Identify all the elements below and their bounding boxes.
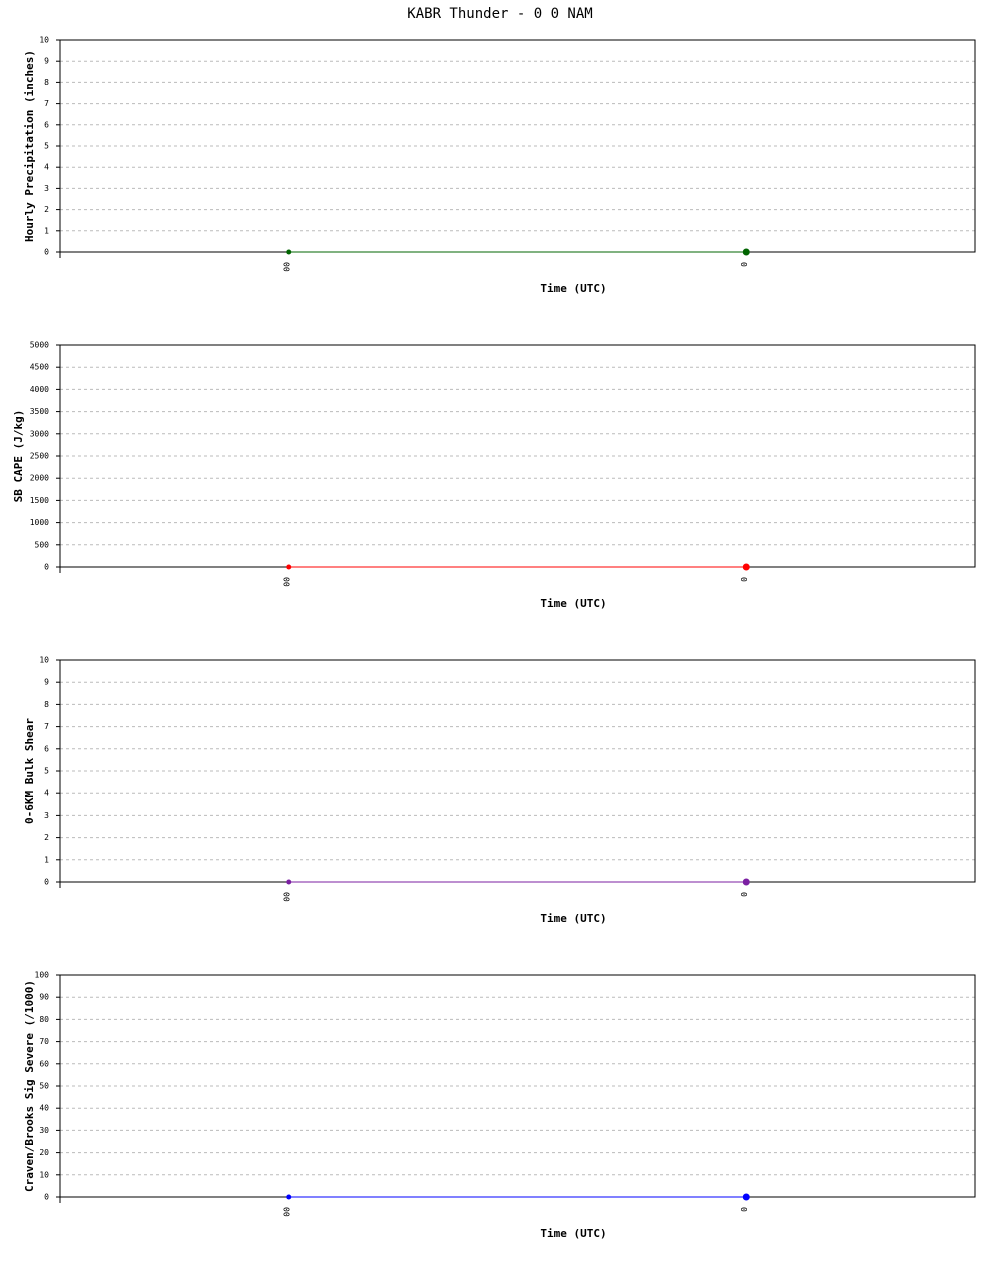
y-tick-label: 4500 xyxy=(30,363,49,372)
y-axis-label: 0-6KM Bulk Shear xyxy=(23,718,36,824)
y-tick-label: 4 xyxy=(44,163,49,172)
y-tick-label: 4000 xyxy=(30,385,49,394)
y-tick-label: 100 xyxy=(35,971,50,980)
y-tick-label: 2500 xyxy=(30,452,49,461)
y-tick-label: 9 xyxy=(44,678,49,687)
y-tick-label: 6 xyxy=(44,744,49,753)
y-tick-label: 70 xyxy=(39,1037,49,1046)
data-point xyxy=(286,564,292,570)
x-axis-label: Time (UTC) xyxy=(540,912,606,925)
y-tick-label: 3 xyxy=(44,811,49,820)
y-tick-label: 5000 xyxy=(30,341,49,350)
y-tick-label: 8 xyxy=(44,78,49,87)
x-axis-label: Time (UTC) xyxy=(540,597,606,610)
chart-title: KABR Thunder - 0 0 NAM xyxy=(407,6,592,22)
y-tick-label: 20 xyxy=(39,1148,49,1157)
y-tick-label: 1500 xyxy=(30,496,49,505)
y-tick-label: 10 xyxy=(39,1170,49,1179)
y-axis-label: Craven/Brooks Sig Severe (/1000) xyxy=(23,980,36,1192)
y-tick-label: 2 xyxy=(44,833,49,842)
x-tick-label: 00 xyxy=(281,577,290,587)
y-tick-label: 40 xyxy=(39,1104,49,1113)
y-tick-label: 500 xyxy=(35,540,50,549)
x-axis-label: Time (UTC) xyxy=(540,282,606,295)
y-tick-label: 7 xyxy=(44,722,49,731)
y-tick-label: 1000 xyxy=(30,518,49,527)
data-point xyxy=(742,878,750,886)
x-tick-label: 00 xyxy=(281,892,290,902)
data-point xyxy=(742,1193,750,1201)
y-tick-label: 2000 xyxy=(30,474,49,483)
y-tick-label: 4 xyxy=(44,789,49,798)
x-tick-label: 0 xyxy=(739,892,748,897)
y-tick-label: 0 xyxy=(44,563,49,572)
x-axis-label: Time (UTC) xyxy=(540,1227,606,1240)
x-tick-label: 00 xyxy=(281,1207,290,1217)
y-tick-label: 7 xyxy=(44,99,49,108)
y-tick-label: 10 xyxy=(39,656,49,665)
data-point xyxy=(286,879,292,885)
y-tick-label: 3 xyxy=(44,184,49,193)
data-point xyxy=(286,249,292,255)
y-tick-label: 50 xyxy=(39,1082,49,1091)
y-tick-label: 60 xyxy=(39,1059,49,1068)
y-tick-label: 30 xyxy=(39,1126,49,1135)
y-tick-label: 2 xyxy=(44,205,49,214)
y-axis-label: Hourly Precipitation (inches) xyxy=(23,50,36,242)
x-tick-label: 00 xyxy=(281,262,290,272)
y-tick-label: 1 xyxy=(44,226,49,235)
y-tick-label: 6 xyxy=(44,120,49,129)
y-tick-label: 5 xyxy=(44,767,49,776)
data-point xyxy=(286,1194,292,1200)
x-tick-label: 0 xyxy=(739,577,748,582)
x-tick-label: 0 xyxy=(739,1207,748,1212)
data-point xyxy=(742,248,750,256)
x-tick-label: 0 xyxy=(739,262,748,267)
y-tick-label: 0 xyxy=(44,878,49,887)
y-tick-label: 0 xyxy=(44,1193,49,1202)
data-point xyxy=(742,563,750,571)
y-tick-label: 10 xyxy=(39,36,49,45)
y-tick-label: 90 xyxy=(39,993,49,1002)
y-axis-label: SB CAPE (J/kg) xyxy=(12,410,25,503)
y-tick-label: 8 xyxy=(44,700,49,709)
y-tick-label: 0 xyxy=(44,248,49,257)
y-tick-label: 9 xyxy=(44,57,49,66)
y-tick-label: 1 xyxy=(44,855,49,864)
y-tick-label: 3000 xyxy=(30,429,49,438)
y-tick-label: 5 xyxy=(44,142,49,151)
y-tick-label: 80 xyxy=(39,1015,49,1024)
y-tick-label: 3500 xyxy=(30,407,49,416)
